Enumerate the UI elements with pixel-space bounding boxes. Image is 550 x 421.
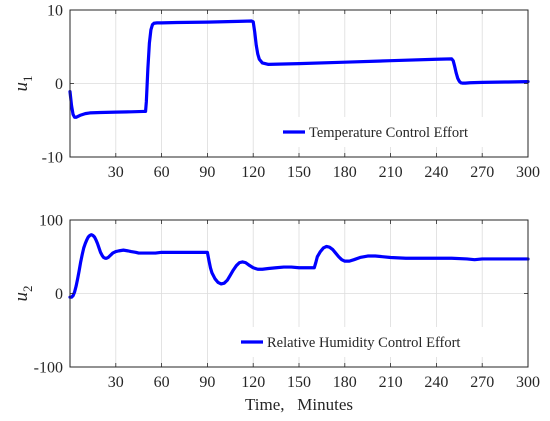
x-tick-label: 270 (470, 374, 494, 391)
x-axis-label: Time, Minutes (245, 395, 353, 414)
x-tick-label: 120 (241, 374, 265, 391)
x-tick-label: 240 (424, 374, 448, 391)
x-tick-label: 150 (287, 374, 311, 391)
legend: Temperature Control Effort (275, 117, 518, 147)
x-tick-label: 60 (154, 164, 170, 181)
legend-box (275, 117, 518, 147)
x-tick-label: 180 (333, 374, 357, 391)
y-axis-label: u1 (11, 76, 35, 92)
x-tick-label: 60 (154, 374, 170, 391)
x-tick-label: 300 (516, 164, 540, 181)
x-tick-label: 180 (333, 164, 357, 181)
x-tick-label: 240 (424, 164, 448, 181)
x-tick-label: 150 (287, 164, 311, 181)
legend-box (233, 327, 518, 357)
y-tick-label: 10 (47, 3, 63, 20)
temperature-effort-panel: 30 60 90 120 150 180 210 240 270 300 -10 0 10 u1 Tempe… (11, 3, 540, 182)
x-tick-label: 210 (379, 374, 403, 391)
y-axis-label: u2 (11, 286, 35, 302)
legend-label: Temperature Control Effort (309, 125, 468, 141)
legend-label: Relative Humidity Control Effort (267, 335, 460, 351)
humidity-effort-panel: 30 60 90 120 150 180 210 240 270 300 -100 0 100 u2 Tim… (11, 213, 540, 415)
y-tick-label: 100 (39, 213, 63, 230)
y-tick-label: 0 (55, 76, 63, 93)
x-tick-label: 30 (108, 374, 124, 391)
y-tick-label: -100 (34, 360, 63, 377)
series-line (68, 233, 530, 299)
legend: Relative Humidity Control Effort (233, 327, 518, 357)
y-tick-label: -10 (42, 150, 63, 167)
x-tick-label: 300 (516, 374, 540, 391)
series-line (68, 19, 530, 119)
x-tick-label: 90 (199, 374, 215, 391)
x-tick-label: 90 (199, 164, 215, 181)
x-tick-label: 270 (470, 164, 494, 181)
x-tick-label: 30 (108, 164, 124, 181)
x-tick-label: 210 (379, 164, 403, 181)
x-tick-label: 120 (241, 164, 265, 181)
y-tick-label: 0 (55, 286, 63, 303)
